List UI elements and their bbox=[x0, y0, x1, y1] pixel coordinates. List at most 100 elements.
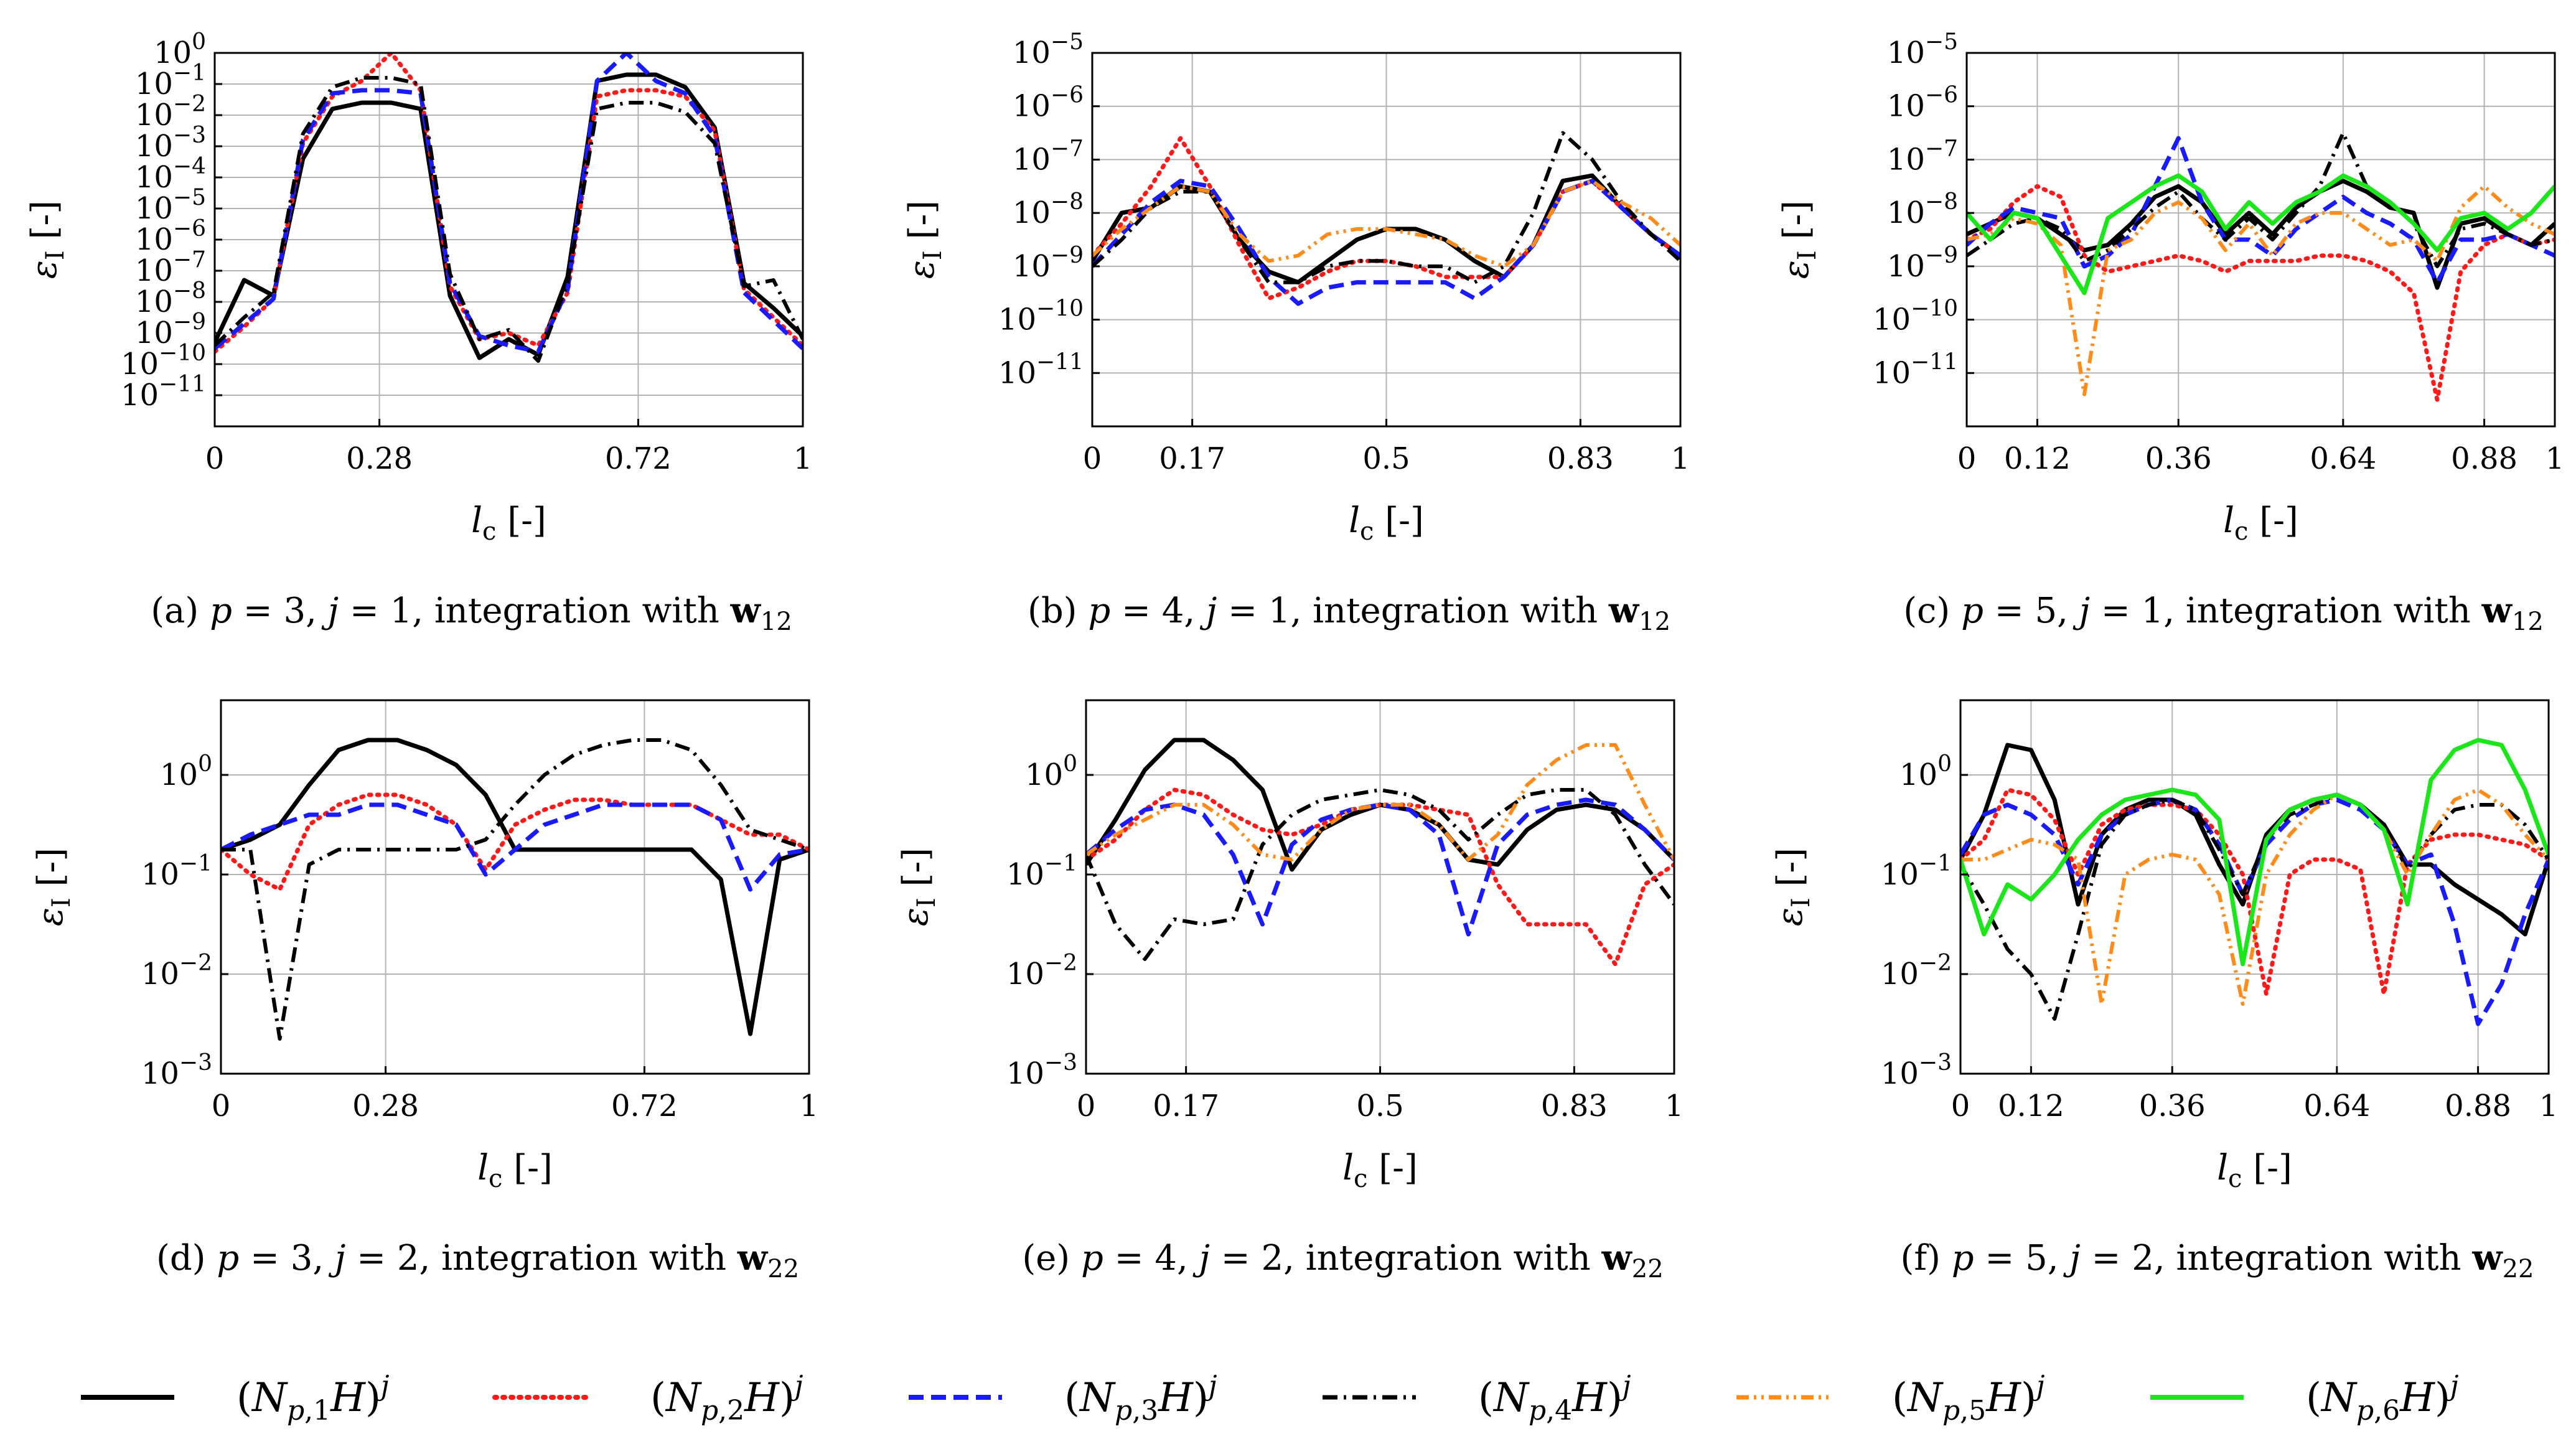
x-tick-label: 1 bbox=[1671, 441, 1690, 476]
series-group bbox=[215, 53, 803, 363]
x-axis-label: lc [-] bbox=[1349, 500, 1424, 546]
y-tick-label: 100 bbox=[1899, 751, 1952, 792]
legend-label: (Np,2H)j bbox=[650, 1370, 803, 1427]
y-tick-label: 10−11 bbox=[121, 372, 206, 413]
series-group bbox=[1960, 738, 2549, 1026]
x-tick-label: 0.17 bbox=[1153, 1089, 1219, 1123]
x-axis-label: lc [-] bbox=[2223, 500, 2298, 546]
series-group bbox=[1086, 738, 1674, 967]
y-tick-label: 10−9 bbox=[1887, 243, 1958, 284]
chart-panels: 0 0.28 0.72 110−1110−1010−910−810−710−610−5… bbox=[24, 29, 2564, 1283]
y-axis-label: εI [-] bbox=[896, 848, 941, 926]
y-tick-label: 10−7 bbox=[1887, 136, 1958, 177]
chart-c: 0 0.12 0.36 0.64 0.88 1 10−11 10−10 10−9 10−8 10−7… bbox=[1776, 29, 2564, 636]
series-line bbox=[1967, 179, 2555, 290]
chart-caption: (b) p = 4, j = 1, integration with w12 bbox=[1028, 590, 1670, 636]
x-tick-label: 1 bbox=[1665, 1089, 1684, 1123]
x-tick-label: 0.12 bbox=[1998, 1089, 2064, 1123]
legend-label: (Np,6H)j bbox=[2306, 1370, 2459, 1427]
y-tick-label: 10−7 bbox=[135, 247, 206, 288]
chart-caption: (f) p = 5, j = 2, integration with w22 bbox=[1901, 1237, 2534, 1283]
x-tick-label: 0 bbox=[1957, 441, 1977, 476]
y-tick-label: 10−3 bbox=[141, 1050, 212, 1091]
x-tick-label: 0 bbox=[1951, 1089, 1970, 1123]
y-tick-label: 10−9 bbox=[135, 309, 206, 350]
y-tick-label: 10−8 bbox=[1013, 189, 1084, 230]
series-line bbox=[1967, 184, 2555, 402]
chart-caption: (c) p = 5, j = 1, integration with w12 bbox=[1903, 590, 2544, 636]
series-line bbox=[1967, 173, 2555, 296]
series-line bbox=[1960, 738, 2549, 967]
legend-label: (Np,5H)j bbox=[1892, 1370, 2045, 1427]
x-tick-label: 0.12 bbox=[2004, 441, 2071, 476]
x-tick-label: 0.72 bbox=[611, 1089, 678, 1123]
y-axis-label: εI [-] bbox=[30, 848, 76, 926]
plot-frame bbox=[1965, 52, 2556, 428]
y-tick-label: 10−7 bbox=[1013, 136, 1084, 177]
y-tick-label: 100 bbox=[1025, 751, 1077, 792]
y-axis-label: εI [-] bbox=[902, 200, 947, 279]
y-tick-label: 10−9 bbox=[1013, 243, 1084, 284]
series-line bbox=[1086, 787, 1674, 967]
y-tick-label: 10−2 bbox=[1006, 950, 1077, 992]
y-tick-label: 10−1 bbox=[1881, 851, 1952, 892]
series-line bbox=[1092, 179, 1680, 268]
x-tick-label: 0 bbox=[212, 1089, 231, 1123]
x-tick-label: 0 bbox=[1077, 1089, 1096, 1123]
x-tick-label: 0.36 bbox=[2145, 441, 2212, 476]
x-tick-label: 0.28 bbox=[346, 441, 413, 476]
legend-label: (Np,3H)j bbox=[1064, 1370, 1217, 1427]
y-tick-label: 10−3 bbox=[1006, 1050, 1077, 1091]
legend-item: (Np,2H)j bbox=[492, 1370, 803, 1427]
y-tick-label: 10−5 bbox=[1887, 29, 1958, 70]
chart-d: 0 0.28 0.72 1 10−3 10−2 10−1 100 lc [-] εI [-] (d)… bbox=[30, 699, 818, 1283]
x-tick-label: 1 bbox=[2546, 441, 2565, 476]
x-axis-label: lc [-] bbox=[477, 1148, 553, 1193]
grid bbox=[1085, 700, 1675, 1074]
x-tick-label: 0.83 bbox=[1541, 1089, 1608, 1123]
y-tick-label: 10−3 bbox=[135, 123, 206, 164]
y-tick-label: 10−5 bbox=[1013, 29, 1084, 70]
y-tick-label: 100 bbox=[160, 751, 212, 792]
y-tick-label: 10−3 bbox=[1881, 1050, 1952, 1091]
y-axis-label: εI [-] bbox=[1776, 200, 1822, 279]
legend: (Np,1H)j (Np,2H)j (Np,3H)j (Np,4H)j (Np,5H)j… bbox=[81, 1370, 2459, 1427]
series-line bbox=[1960, 797, 2549, 1026]
x-tick-label: 0 bbox=[1083, 441, 1102, 476]
y-tick-label: 10−1 bbox=[141, 851, 212, 892]
y-tick-label: 10−10 bbox=[121, 340, 206, 382]
series-line bbox=[1960, 793, 2549, 1021]
legend-label: (Np,4H)j bbox=[1478, 1370, 1631, 1427]
legend-item: (Np,1H)j bbox=[81, 1370, 390, 1427]
x-tick-label: 0.28 bbox=[352, 1089, 419, 1123]
series-line bbox=[215, 53, 803, 354]
x-tick-label: 0 bbox=[205, 441, 225, 476]
y-axis-label: εI [-] bbox=[24, 200, 70, 279]
series-group bbox=[1092, 131, 1680, 306]
x-tick-label: 0.5 bbox=[1362, 441, 1410, 476]
chart-caption: (e) p = 4, j = 2, integration with w22 bbox=[1022, 1237, 1663, 1283]
series-line bbox=[1092, 131, 1680, 284]
y-axis-label: εI [-] bbox=[1770, 848, 1815, 926]
series-line bbox=[215, 72, 803, 360]
y-tick-label: 10−2 bbox=[135, 91, 206, 133]
y-tick-label: 100 bbox=[154, 29, 206, 70]
y-tick-label: 10−10 bbox=[998, 296, 1084, 337]
legend-label: (Np,1H)j bbox=[237, 1370, 390, 1427]
y-tick-label: 10−6 bbox=[1887, 83, 1958, 124]
series-line bbox=[1967, 136, 2555, 285]
legend-item: (Np,4H)j bbox=[1323, 1370, 1631, 1427]
chart-caption: (a) p = 3, j = 1, integration with w12 bbox=[151, 590, 792, 636]
y-tick-label: 10−1 bbox=[135, 60, 206, 101]
series-group bbox=[1967, 131, 2555, 402]
plot-frame bbox=[1959, 699, 2550, 1075]
x-tick-label: 1 bbox=[794, 441, 813, 476]
x-tick-label: 0.5 bbox=[1356, 1089, 1403, 1123]
x-tick-label: 0.36 bbox=[2139, 1089, 2206, 1123]
y-tick-label: 10−8 bbox=[1887, 189, 1958, 230]
legend-item: (Np,6H)j bbox=[2150, 1370, 2459, 1427]
grid bbox=[214, 52, 803, 426]
x-tick-label: 0.88 bbox=[2451, 441, 2517, 476]
series-line bbox=[1086, 797, 1674, 937]
